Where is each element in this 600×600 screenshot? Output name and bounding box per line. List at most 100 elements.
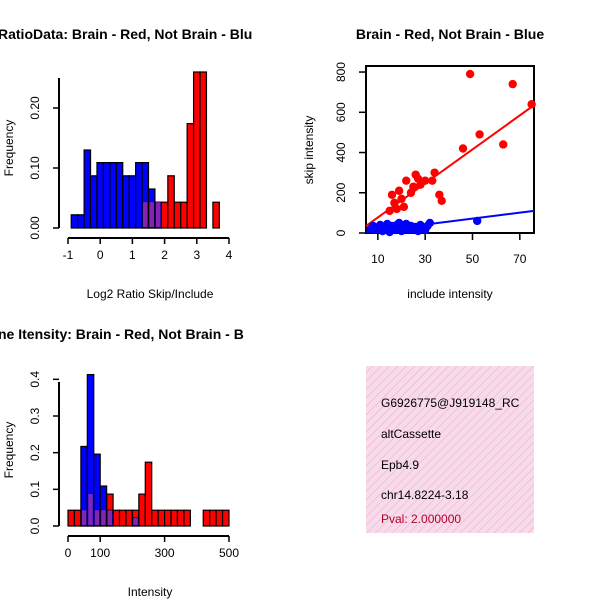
hist1-bar-brain-8: [192, 71, 201, 229]
scatter-point-brain-13: [420, 176, 430, 185]
scatter-y-tick-label-4: 800: [334, 62, 348, 82]
hist1-bar-not-brain-5: [102, 162, 111, 229]
scatter-point-brain-15: [430, 168, 439, 177]
intensity-histogram-axes: 0 100 300 500 0.0 0.1 0.2 0.3 0.4: [28, 371, 239, 560]
ratio-histogram-xlabel: Log2 Ratio Skip/Include: [87, 287, 214, 301]
hist1-overlap-12: [149, 202, 154, 227]
scatter-marks: [365, 69, 536, 237]
hist1-bar-brain-7: [186, 122, 195, 229]
intensity-histogram-panel: ne Itensity: Brain - Red, Not Brain - B …: [0, 326, 244, 599]
hist3-y-tick-label-4: 0.4: [28, 371, 42, 388]
hist3-bar-brain-14: [157, 509, 166, 527]
info-panel: G6926775@J919148_RC altCassette Epb4.9 c…: [366, 366, 534, 533]
scatter-x-tick-label-3: 70: [513, 252, 527, 266]
hist3-bar-not-brain-3: [99, 485, 108, 527]
scatter-point-brain-23: [527, 100, 536, 109]
scatter-point-brain-9: [409, 182, 418, 191]
hist1-bar-brain-4: [167, 175, 175, 229]
hist1-x-tick-label-0: -1: [63, 248, 74, 262]
scatter-y-tick-label-3: 600: [334, 102, 348, 122]
hist3-bar-brain-20: [209, 509, 217, 527]
scatter-point-brain-21: [499, 140, 508, 149]
hist1-bar-not-brain-2: [83, 149, 92, 229]
hist1-bar-not-brain-10: [135, 162, 143, 229]
scatter-y-tick-label-1: 200: [334, 182, 348, 202]
hist1-y-tick-label-2: 0.20: [28, 96, 42, 120]
scatter-point-brain-6: [399, 202, 409, 212]
hist1-y-tick-label-1: 0.10: [28, 156, 42, 180]
scatter-plot-box: [365, 65, 535, 234]
hist3-bar-brain-8: [118, 509, 127, 527]
hist3-y-tick-label-0: 0.0: [28, 517, 42, 534]
scatter-point-brain-22: [508, 79, 517, 89]
hist3-overlap-3: [101, 510, 106, 525]
intensity-histogram-ylabel: Frequency: [2, 422, 16, 479]
scatter-y-tick-label-2: 400: [334, 142, 348, 162]
hist3-y-tick-label-3: 0.3: [28, 407, 42, 424]
scatter-xlabel: include intensity: [407, 287, 492, 301]
intensity-histogram-title: ne Itensity: Brain - Red, Not Brain - B: [0, 326, 244, 342]
hist3-x-tick-label-0: 0: [65, 546, 72, 560]
hist3-overlap-2: [94, 510, 100, 525]
scatter-x-tick-label-0: 10: [371, 252, 385, 266]
info-gene-name: Epb4.9: [381, 458, 419, 472]
hist3-bar-brain-18: [183, 509, 191, 527]
scatter-point-not-brain-29: [425, 218, 435, 228]
scatter-axes: 10 30 50 70 0 200 400 600 800: [334, 62, 527, 266]
ratio-histogram-title: RatioData: Brain - Red, Not Brain - Blu: [0, 26, 252, 42]
scatter-point-brain-20: [475, 130, 484, 139]
ratio-histogram-axes: -1 0 1 2 3 4 0.00 0.10 0.20: [28, 78, 233, 262]
scatter-point-brain-19: [465, 69, 475, 79]
info-panel-text-clip: G6926775@J919148_RC altCassette Epb4.9 c…: [381, 396, 520, 526]
hist3-bar-brain-17: [176, 509, 185, 527]
info-pval: Pval: 2.000000: [381, 512, 461, 526]
hist1-bar-brain-6: [180, 201, 188, 229]
hist3-y-tick-label-2: 0.2: [28, 444, 42, 461]
hist1-x-tick-label-2: 1: [129, 248, 136, 262]
hist3-bar-brain-16: [170, 509, 179, 527]
scatter-y-tick-label-0: 0: [334, 229, 348, 236]
hist1-bar-not-brain-1: [77, 214, 85, 229]
scatter-point-brain-0: [385, 206, 394, 216]
scatter-point-not-brain-30: [473, 216, 482, 226]
hist3-bar-brain-19: [202, 509, 211, 527]
hist1-bar-not-brain-9: [128, 175, 137, 229]
hist3-bar-not-brain-1: [86, 373, 95, 527]
intensity-scatter-panel: Brain - Red, Not Brain - Blue 10 30 50 70 0 2…: [302, 26, 544, 301]
hist1-bar-not-brain-8: [122, 175, 130, 229]
hist3-bar-brain-11: [138, 493, 146, 527]
hist1-y-tick-label-0: 0.00: [28, 216, 42, 240]
hist1-bar-not-brain-7: [115, 162, 124, 229]
scatter-x-tick-label-1: 30: [418, 252, 432, 266]
hist1-bar-not-brain-4: [96, 162, 105, 229]
info-panel-background: [366, 366, 534, 533]
hist3-x-tick-label-2: 300: [155, 546, 175, 560]
hist1-bar-brain-9: [199, 71, 208, 229]
hist3-overlap-0: [81, 510, 87, 525]
scatter-point-brain-7: [402, 176, 411, 185]
hist3-bar-brain-0: [67, 509, 76, 527]
hist1-x-tick-label-3: 2: [161, 248, 168, 262]
hist1-bar-brain-10: [212, 201, 220, 229]
ratio-histogram-bars: [70, 71, 220, 229]
info-location: chr14.8224-3.18: [381, 488, 469, 502]
scatter-point-brain-5: [397, 194, 406, 203]
scatter-x-tick-label-2: 50: [466, 252, 480, 266]
hist3-overlap-4: [107, 510, 113, 525]
hist3-bar-brain-12: [144, 461, 153, 527]
scatter-point-brain-4: [394, 186, 404, 195]
hist3-bar-brain-1: [73, 509, 82, 527]
hist1-bar-not-brain-6: [109, 162, 117, 229]
hist1-bar-brain-3: [160, 201, 169, 229]
hist1-overlap-13: [155, 202, 161, 227]
intensity-histogram-xlabel: Intensity: [128, 585, 173, 599]
hist1-x-tick-label-4: 3: [193, 248, 200, 262]
hist1-overlap-11: [143, 202, 148, 227]
hist3-y-tick-label-1: 0.1: [28, 481, 42, 498]
info-event-type: altCassette: [381, 427, 441, 441]
hist3-bar-brain-15: [164, 509, 172, 527]
hist3-bar-brain-22: [221, 509, 230, 527]
hist3-bar-brain-9: [125, 509, 133, 527]
intensity-histogram-bars: [67, 373, 230, 527]
